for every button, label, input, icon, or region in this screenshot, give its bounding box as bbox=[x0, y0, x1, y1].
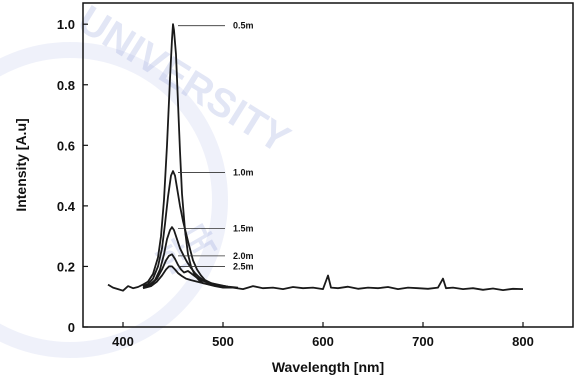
watermark-seal-ring bbox=[0, 42, 228, 358]
axis-ticks: 400 500 600 700 800 0 0.2 0.4 0.6 0.8 1.0 bbox=[57, 17, 534, 349]
x-axis-label: Wavelength [nm] bbox=[272, 359, 384, 375]
annotation-label-1.0m: 1.0m bbox=[233, 168, 254, 178]
x-tick-label-800: 800 bbox=[512, 334, 534, 349]
y-tick-label-3: 0.6 bbox=[57, 138, 75, 153]
y-axis-label: Intensity [A.u] bbox=[13, 118, 29, 211]
y-tick-label-5: 1.0 bbox=[57, 17, 75, 32]
x-tick-label-600: 600 bbox=[312, 334, 334, 349]
annotation-label-1.5m: 1.5m bbox=[233, 224, 254, 234]
annotation-label-2.5m: 2.5m bbox=[233, 261, 254, 271]
y-tick-label-1: 0.2 bbox=[57, 259, 75, 274]
x-tick-label-400: 400 bbox=[112, 334, 134, 349]
series-line-2.0m bbox=[142, 253, 229, 289]
plot-frame bbox=[82, 2, 574, 328]
series-line-0.5m bbox=[107, 23, 524, 292]
series-line-2.5m bbox=[142, 265, 232, 290]
x-tick-label-700: 700 bbox=[412, 334, 434, 349]
x-tick-label-500: 500 bbox=[212, 334, 234, 349]
watermark-text: UNIVERSITY bbox=[70, 0, 297, 162]
y-tick-label-2: 0.4 bbox=[57, 199, 76, 214]
series-group bbox=[107, 23, 524, 292]
annotations-group: 0.5m 1.0m 1.5m 2.0m2.5m bbox=[178, 21, 254, 271]
y-tick-label-0: 0 bbox=[68, 320, 75, 335]
series-line-1.5m bbox=[142, 226, 229, 289]
annotation-label-2.0m: 2.0m bbox=[233, 251, 254, 261]
annotation-label-0.5m: 0.5m bbox=[233, 21, 254, 31]
y-tick-label-4: 0.8 bbox=[57, 78, 75, 93]
